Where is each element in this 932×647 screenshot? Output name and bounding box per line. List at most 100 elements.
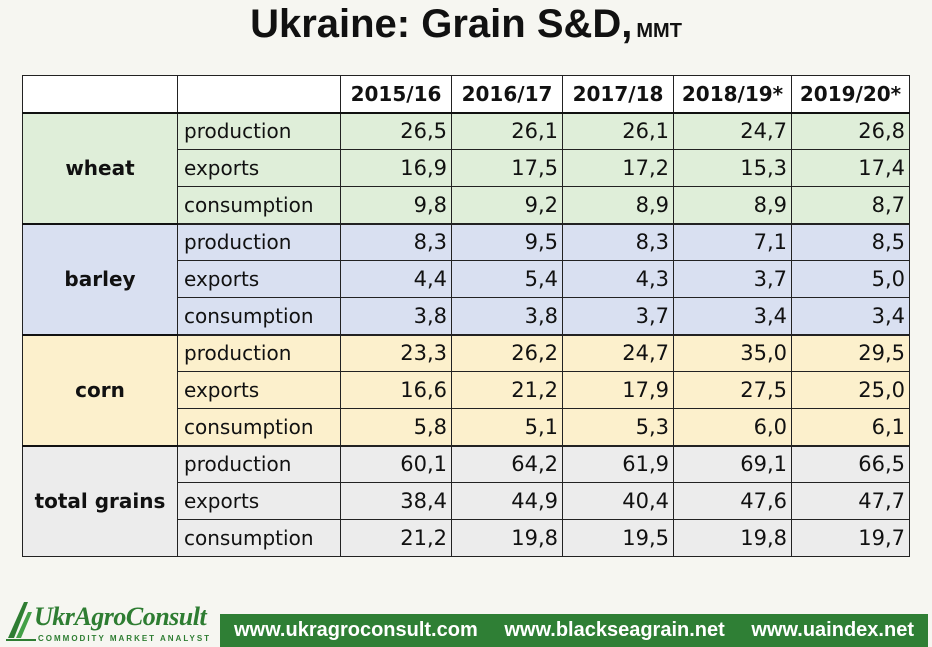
value-cell: 4,3 xyxy=(562,260,674,298)
value-cell: 5,3 xyxy=(562,408,674,446)
value-cell: 23,3 xyxy=(340,333,452,372)
link-blackseagrain[interactable]: www.blackseagrain.net xyxy=(504,619,725,641)
value-cell: 44,9 xyxy=(451,482,563,520)
value-cell: 19,5 xyxy=(562,519,674,557)
company-logo: UkrAgroConsult COMMODITY MARKET ANALYST xyxy=(4,598,216,646)
website-links-bar: www.ukragroconsult.com www.blackseagrain… xyxy=(220,614,928,647)
value-cell: 3,4 xyxy=(791,297,910,335)
table-row: wheat production 26,5 26,1 26,1 24,7 26,… xyxy=(22,111,910,224)
metric-label: exports xyxy=(177,260,341,298)
value-cell: 40,4 xyxy=(562,482,674,520)
value-cell: 25,0 xyxy=(791,371,910,409)
header-empty-2 xyxy=(177,75,341,114)
value-cell: 17,9 xyxy=(562,371,674,409)
value-cell: 17,5 xyxy=(451,149,563,187)
value-cell: 5,1 xyxy=(451,408,563,446)
value-cell: 5,8 xyxy=(340,408,452,446)
value-cell: 8,3 xyxy=(340,222,452,261)
value-cell: 3,8 xyxy=(340,297,452,335)
value-cell: 16,9 xyxy=(340,149,452,187)
metric-label: consumption xyxy=(177,297,341,335)
metric-label: production xyxy=(177,111,341,150)
value-cell: 26,1 xyxy=(451,111,563,150)
metric-label: exports xyxy=(177,371,341,409)
value-cell: 3,8 xyxy=(451,297,563,335)
header-year: 2017/18 xyxy=(562,75,674,114)
header-year: 2016/17 xyxy=(451,75,563,114)
value-cell: 5,4 xyxy=(451,260,563,298)
link-uaindex[interactable]: www.uaindex.net xyxy=(751,619,914,641)
group-total-grains: total grains production 60,1 64,2 61,9 6… xyxy=(22,444,910,557)
metric-label: exports xyxy=(177,149,341,187)
table-row: exports 16,9 17,5 17,2 15,3 17,4 xyxy=(23,149,910,187)
value-cell: 3,4 xyxy=(673,297,792,335)
value-cell: 16,6 xyxy=(340,371,452,409)
value-cell: 26,8 xyxy=(791,111,910,150)
metric-label: production xyxy=(177,222,341,261)
value-cell: 24,7 xyxy=(673,111,792,150)
header-row: 2015/16 2016/17 2017/18 2018/19* 2019/20… xyxy=(22,75,910,114)
value-cell: 3,7 xyxy=(673,260,792,298)
value-cell: 26,2 xyxy=(451,333,563,372)
metric-label: consumption xyxy=(177,408,341,446)
value-cell: 8,9 xyxy=(673,186,792,224)
value-cell: 66,5 xyxy=(791,444,910,483)
value-cell: 19,8 xyxy=(673,519,792,557)
value-cell: 8,7 xyxy=(791,186,910,224)
value-cell: 21,2 xyxy=(340,519,452,557)
header-empty-1 xyxy=(22,75,178,114)
group-label-total-grains: total grains xyxy=(22,444,178,557)
table-row: total grains production 60,1 64,2 61,9 6… xyxy=(22,444,910,557)
header-year: 2019/20* xyxy=(791,75,910,114)
table-row: consumption 9,8 9,2 8,9 8,9 8,7 xyxy=(23,186,910,224)
value-cell: 35,0 xyxy=(673,333,792,372)
value-cell: 4,4 xyxy=(340,260,452,298)
value-cell: 8,3 xyxy=(562,222,674,261)
table-row: corn production 23,3 26,2 24,7 35,0 29,5 xyxy=(22,333,910,446)
value-cell: 9,8 xyxy=(340,186,452,224)
value-cell: 9,5 xyxy=(451,222,563,261)
value-cell: 17,2 xyxy=(562,149,674,187)
value-cell: 61,9 xyxy=(562,444,674,483)
value-cell: 7,1 xyxy=(673,222,792,261)
metric-label: consumption xyxy=(177,186,341,224)
logo-tagline: COMMODITY MARKET ANALYST xyxy=(38,634,212,643)
value-cell: 5,0 xyxy=(791,260,910,298)
group-label-corn: corn xyxy=(22,333,178,446)
link-ukragroconsult[interactable]: www.ukragroconsult.com xyxy=(234,619,478,641)
value-cell: 6,1 xyxy=(791,408,910,446)
metric-label: exports xyxy=(177,482,341,520)
value-cell: 26,5 xyxy=(340,111,452,150)
footer: UkrAgroConsult COMMODITY MARKET ANALYST … xyxy=(0,596,932,647)
header-year: 2015/16 xyxy=(340,75,452,114)
value-cell: 47,7 xyxy=(791,482,910,520)
value-cell: 27,5 xyxy=(673,371,792,409)
value-cell: 19,8 xyxy=(451,519,563,557)
value-cell: 6,0 xyxy=(673,408,792,446)
value-cell: 69,1 xyxy=(673,444,792,483)
value-cell: 15,3 xyxy=(673,149,792,187)
group-corn: corn production 23,3 26,2 24,7 35,0 29,5… xyxy=(22,333,910,446)
metric-label: production xyxy=(177,444,341,483)
header-year: 2018/19* xyxy=(673,75,792,114)
value-cell: 38,4 xyxy=(340,482,452,520)
group-label-wheat: wheat xyxy=(22,111,178,224)
value-cell: 8,9 xyxy=(562,186,674,224)
title-main: Ukraine: Grain S&D, xyxy=(250,2,633,46)
value-cell: 17,4 xyxy=(791,149,910,187)
logo-name: UkrAgroConsult xyxy=(34,602,207,631)
table-row: consumption 3,8 3,8 3,7 3,4 3,4 xyxy=(23,297,910,335)
value-cell: 8,5 xyxy=(791,222,910,261)
metric-label: consumption xyxy=(177,519,341,557)
table-row: barley production 8,3 9,5 8,3 7,1 8,5 xyxy=(22,222,910,335)
value-cell: 47,6 xyxy=(673,482,792,520)
value-cell: 29,5 xyxy=(791,333,910,372)
value-cell: 19,7 xyxy=(791,519,910,557)
title-unit: MMT xyxy=(636,20,682,42)
group-barley: barley production 8,3 9,5 8,3 7,1 8,5 ex… xyxy=(22,222,910,335)
table-row: consumption 21,2 19,8 19,5 19,8 19,7 xyxy=(23,519,910,557)
value-cell: 60,1 xyxy=(340,444,452,483)
value-cell: 9,2 xyxy=(451,186,563,224)
group-wheat: wheat production 26,5 26,1 26,1 24,7 26,… xyxy=(22,111,910,224)
value-cell: 26,1 xyxy=(562,111,674,150)
